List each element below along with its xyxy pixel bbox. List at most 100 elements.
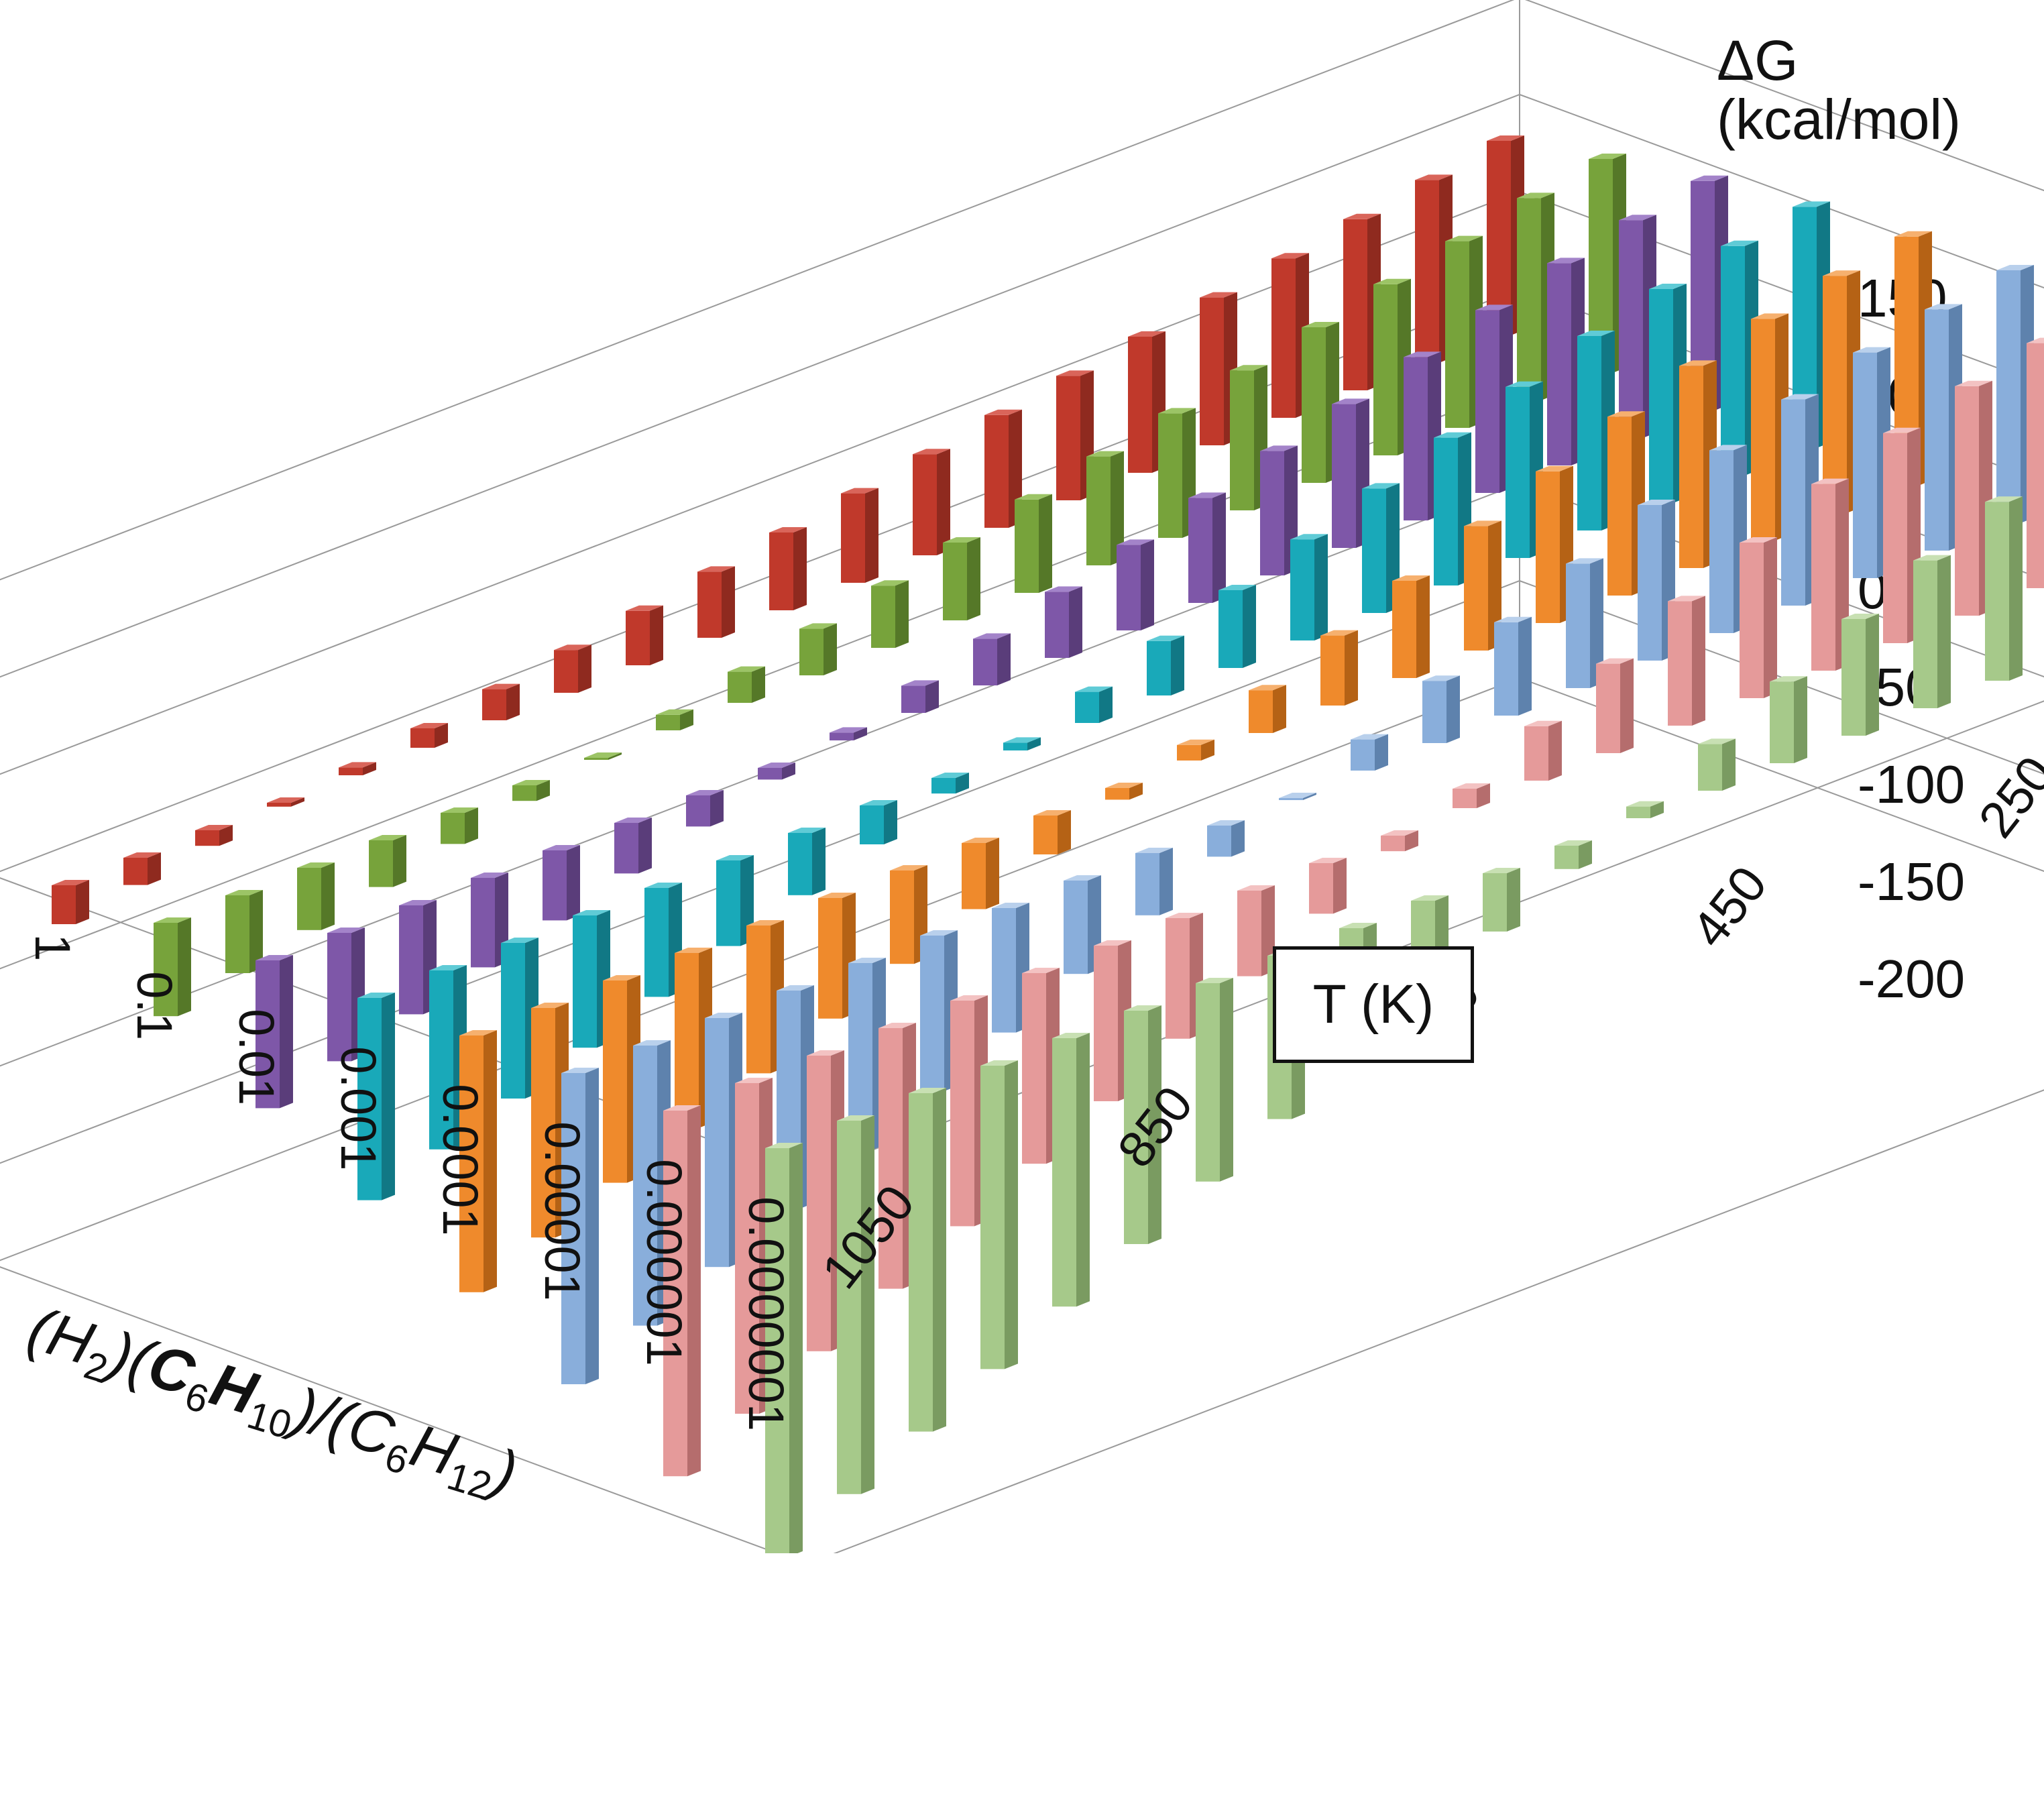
bar-side — [1650, 801, 1664, 818]
bar — [1517, 198, 1541, 400]
bar-side — [1171, 635, 1184, 695]
bar-top — [1158, 408, 1196, 414]
bar-side — [178, 917, 191, 1017]
bar-top — [1740, 537, 1777, 543]
bar-top — [1128, 331, 1166, 337]
bar-top — [716, 855, 754, 860]
bar-top — [1547, 258, 1585, 264]
bar-side — [280, 955, 293, 1109]
bar — [1811, 484, 1835, 671]
bar — [807, 1056, 831, 1351]
bar-top — [656, 709, 693, 715]
bar — [758, 768, 782, 780]
bar — [1453, 789, 1477, 808]
bar-side — [986, 838, 999, 909]
bar — [1033, 816, 1058, 854]
bar — [705, 1018, 729, 1268]
bar-top — [1166, 913, 1203, 918]
bar — [429, 970, 453, 1150]
z-axis-title: ΔG (kcal/mol) — [1717, 29, 1961, 150]
bar-side — [638, 818, 652, 874]
bar-top — [735, 1078, 773, 1083]
bar-side — [740, 855, 754, 946]
bar — [471, 878, 495, 968]
bar — [399, 905, 423, 1015]
bar-side — [1866, 614, 1879, 736]
bar-top — [746, 920, 784, 926]
y-tick-label: 250 — [1968, 746, 2044, 848]
bar-side — [1590, 558, 1603, 688]
bar-top — [663, 1105, 701, 1111]
bar-top — [1781, 394, 1819, 400]
bar — [746, 926, 771, 1074]
bar — [765, 1148, 789, 1553]
bar-side — [925, 680, 939, 713]
bar-top — [1577, 331, 1615, 336]
bar — [501, 943, 525, 1099]
bar-side — [1314, 534, 1328, 640]
bar — [297, 868, 321, 930]
y-tick-label: 450 — [1681, 856, 1778, 958]
bar — [1996, 270, 2021, 523]
bar — [1475, 310, 1499, 493]
bar — [1415, 180, 1439, 363]
bar-side — [1231, 820, 1245, 857]
bar-top — [195, 825, 233, 830]
bar-side — [1076, 1033, 1090, 1307]
bar-top — [1003, 737, 1041, 743]
bar — [871, 585, 895, 648]
bar-top — [1649, 284, 1687, 289]
bar-top — [1135, 848, 1173, 853]
bar-side — [789, 1143, 803, 1553]
bar — [573, 915, 597, 1048]
bar-top — [52, 880, 89, 885]
bar — [1075, 691, 1099, 723]
bar — [1524, 726, 1548, 781]
bar-side — [608, 752, 622, 760]
bar-top — [1422, 675, 1460, 681]
bar-top — [1279, 793, 1316, 798]
bar — [1668, 601, 1692, 726]
bar — [1566, 563, 1590, 688]
bar-top — [973, 633, 1011, 639]
bar — [543, 850, 567, 921]
bar-top — [1770, 676, 1807, 682]
bar — [1392, 581, 1416, 678]
bar-top — [1218, 585, 1256, 590]
bar-top — [410, 723, 448, 728]
bar-top — [633, 1040, 671, 1046]
bar — [1124, 1011, 1148, 1244]
bar-top — [1373, 278, 1411, 284]
bar — [973, 638, 997, 685]
bar-top — [962, 838, 999, 843]
bar-side — [1027, 737, 1041, 750]
bar-side — [1129, 783, 1143, 800]
bar-side — [1148, 1005, 1161, 1244]
bar-top — [1596, 658, 1634, 664]
bar-top — [1075, 686, 1113, 692]
bar-top — [860, 800, 897, 805]
bar-top — [1086, 451, 1124, 457]
bar-top — [818, 893, 856, 898]
bar — [1045, 592, 1069, 658]
bar — [769, 532, 793, 610]
bar — [697, 571, 722, 638]
bar-side — [567, 845, 580, 921]
bar-top — [992, 903, 1029, 908]
bar-top — [1517, 192, 1554, 199]
bar-top — [788, 828, 826, 833]
bar — [1064, 881, 1088, 974]
bar-side — [1220, 978, 1233, 1182]
z-axis-title-line-1: ΔG — [1717, 29, 1799, 92]
bar — [584, 758, 608, 760]
bar-top — [1094, 940, 1131, 946]
bar-top — [1751, 313, 1788, 319]
bar-top — [573, 910, 610, 915]
bar-top — [554, 644, 591, 651]
bar — [1547, 263, 1571, 465]
bar — [860, 805, 884, 844]
bar — [890, 871, 914, 964]
bar-side — [1261, 885, 1275, 976]
bar-top — [482, 683, 520, 689]
bar-side — [1620, 658, 1634, 753]
